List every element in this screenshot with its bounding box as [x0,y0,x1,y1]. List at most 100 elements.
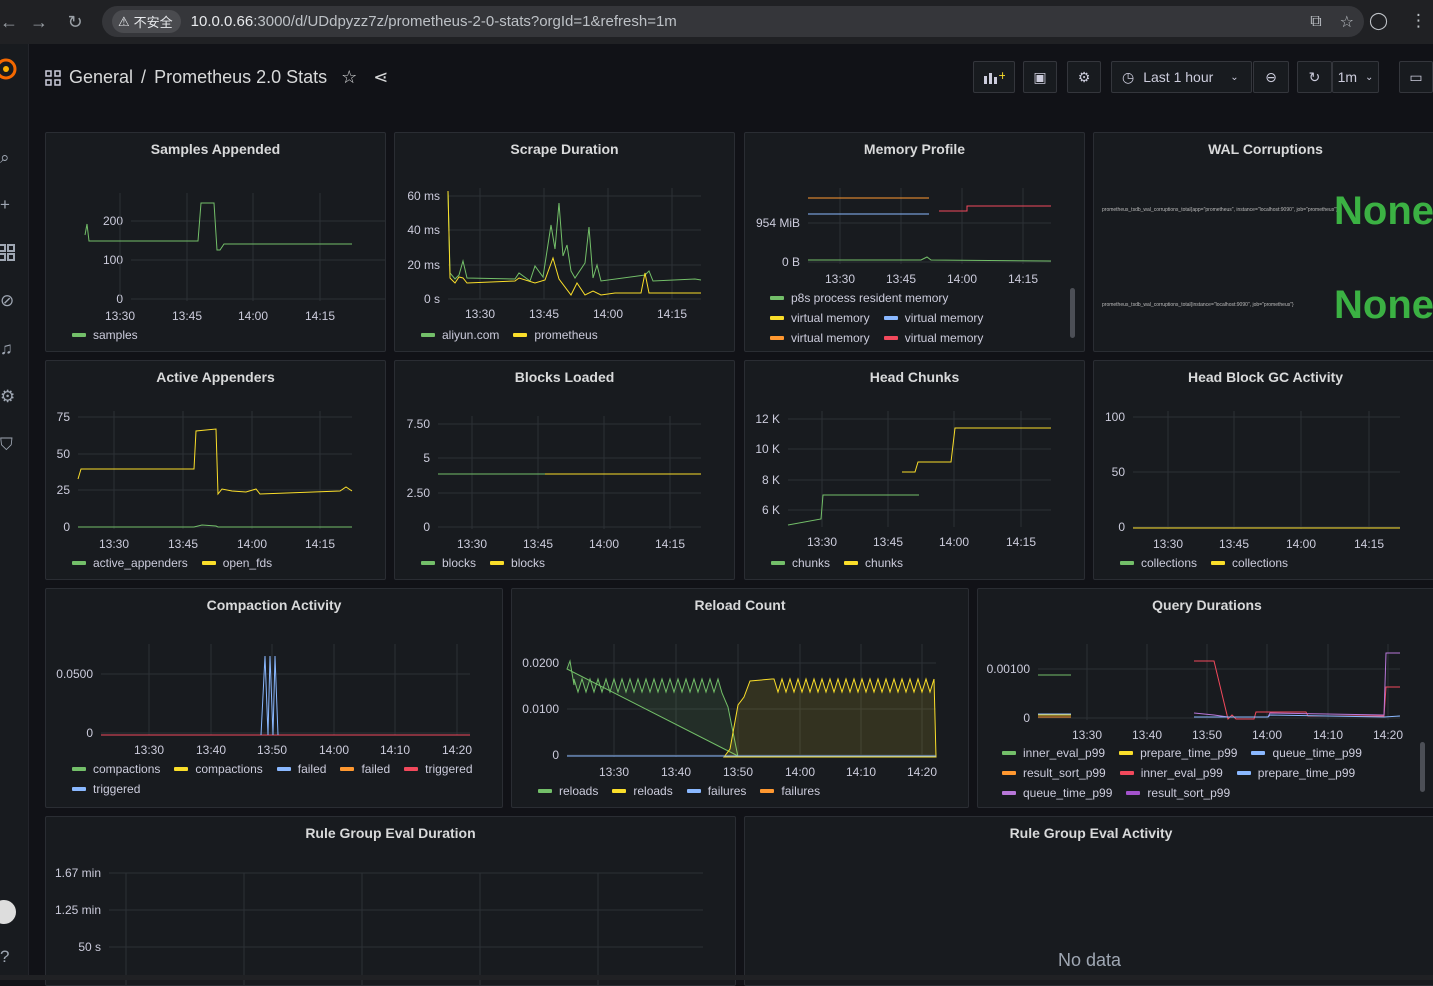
dashboards-icon[interactable] [0,244,16,262]
series-prepare-time-p99-2[interactable] [1194,714,1401,718]
dashboard-settings-button[interactable]: ⚙ [1067,61,1101,93]
series-reloads-green[interactable] [566,659,741,758]
stat-value[interactable]: None [1334,283,1433,327]
panel-wal-corruptions[interactable]: WAL Corruptions prometheus_tsdb_wal_corru… [1093,132,1433,352]
panel-chart[interactable]: 100 50 0 13:30 13:45 14:00 14:15 [1094,361,1433,580]
panel-title[interactable]: Head Chunks [869,369,960,385]
legend-item[interactable]: inner_eval_p99 [1119,766,1223,780]
panel-samples-appended[interactable]: Samples Appended200100013:3013:4514:0014… [45,132,386,352]
legend-item[interactable]: result_sort_p99 [1126,786,1230,800]
panel-chart[interactable]: 60 ms 40 ms 20 ms 0 s 13:30 13:45 14:00 14:15 [395,133,735,352]
panel-title[interactable]: WAL Corruptions [1208,141,1323,157]
legend-item[interactable]: compactions [174,762,263,776]
help-icon[interactable]: ? [0,947,10,966]
reload-icon[interactable]: ↻ [67,11,83,32]
series-aliyun[interactable] [447,190,702,282]
legend-item[interactable]: queue_time_p99 [1251,746,1362,760]
series-reloads-yellow[interactable] [723,677,937,758]
legend-scrollbar[interactable] [1420,742,1425,792]
refresh-button[interactable]: ↻ [1297,61,1332,93]
legend-item[interactable]: failures [760,784,820,798]
panel-title[interactable]: Head Block GC Activity [1187,369,1344,385]
alerting-bell-icon[interactable]: ♫ [0,339,13,358]
plus-icon[interactable]: + [0,195,10,214]
panel-scrape-duration[interactable]: Scrape Duration 60 ms 40 ms 20 ms 0 s 13:30 13… [394,132,735,352]
panel-title[interactable]: Query Durations [1152,597,1262,613]
panel-reload-count[interactable]: Reload Count 0.0200 0.0100 0 13:30 13:40 13:50… [511,588,969,808]
legend-item[interactable]: prometheus [513,328,598,342]
legend-item[interactable]: samples [72,328,138,342]
user-avatar[interactable] [0,900,16,924]
legend-item[interactable]: prepare_time_p99 [1236,766,1355,780]
panel-rule-group-eval-activity[interactable]: Rule Group Eval Activity No data [744,816,1433,986]
back-icon[interactable]: ← [0,11,18,32]
panel-chart[interactable]: 0.00100 0 13:30 13:40 13:50 14:00 14:10 14:20 [978,589,1433,808]
configuration-gear-icon[interactable]: ⚙ [0,387,16,406]
zoom-out-button[interactable]: ⊖ [1253,61,1289,93]
time-picker-button[interactable]: ◷ Last 1 hour ⌄ [1111,61,1252,93]
panel-query-durations[interactable]: Query Durations 0.00100 0 13:30 13:40 13:50 14… [977,588,1433,808]
panel-compaction-activity[interactable]: Compaction Activity 0.0500 0 13:30 13:40 13:5… [45,588,503,808]
insecure-badge[interactable]: ⚠ 不安全 [112,10,181,33]
legend-item[interactable]: collections [1211,556,1288,570]
star-icon[interactable]: ☆ [341,67,358,87]
legend-item[interactable]: failures [686,784,746,798]
panel-active-appenders[interactable]: Active Appenders 75 50 25 0 13:30 13:45 14:00 14… [45,360,386,580]
legend-item[interactable]: blocks [490,556,545,570]
bookmark-star-icon[interactable]: ☆ [1339,13,1354,31]
panel-chart[interactable]: 0.0500 0 13:30 13:40 13:50 14:00 14:10 14:20 [46,589,503,808]
search-icon[interactable]: ⌕ [0,148,10,167]
panel-title[interactable]: Scrape Duration [510,141,619,157]
series-resident-memory[interactable] [808,256,1052,262]
panel-head-block-gc[interactable]: Head Block GC Activity 100 50 0 13:30 13:45 14… [1093,360,1433,580]
panel-title[interactable]: Rule Group Eval Duration [305,825,476,841]
dashboard-title[interactable]: Prometheus 2.0 Stats [154,67,328,87]
panel-title[interactable]: Active Appenders [156,369,275,385]
legend-item[interactable]: virtual memory [883,311,983,325]
series-queue-time-p99-2[interactable] [1193,652,1400,718]
legend-item[interactable]: p8s process resident memory [770,291,948,305]
legend-item[interactable]: queue_time_p99 [1002,786,1112,800]
breadcrumb-folder[interactable]: General [69,67,134,87]
panel-blocks-loaded[interactable]: Blocks Loaded 7.50 5 2.50 0 13:30 13:45 14:00 14… [394,360,735,580]
url-text[interactable]: 10.0.0.66:3000/d/UDdpyzz7z/prometheus-2-… [191,13,677,30]
panel-title[interactable]: Compaction Activity [206,597,342,613]
add-panel-button[interactable]: + [973,61,1015,93]
explore-compass-icon[interactable]: ⊘ [0,291,15,310]
panel-title[interactable]: Memory Profile [863,141,966,157]
tv-mode-button[interactable]: ▭ [1399,61,1433,93]
panel-chart[interactable]: 75 50 25 0 13:30 13:45 14:00 14:15 [46,361,386,580]
legend-item[interactable]: blocks [421,556,476,570]
address-bar[interactable]: ⚠ 不安全 10.0.0.66:3000/d/UDdpyzz7z/prometh… [102,6,1364,37]
series-virtual-memory-red[interactable] [939,205,1051,212]
browser-menu-icon[interactable]: ⋮ [1410,11,1427,30]
legend-item[interactable]: virtual memory [770,331,870,345]
series-chunks-green[interactable] [787,494,919,526]
forward-icon[interactable]: → [30,11,48,32]
series-prometheus[interactable] [447,190,701,296]
panel-head-chunks[interactable]: Head Chunks 12 K 10 K 8 K 6 K 13:30 13:45 14:00… [744,360,1085,580]
legend-item[interactable]: triggered [404,762,473,776]
panel-rule-group-eval-duration[interactable]: Rule Group Eval Duration 1.67 min 1.25 min… [45,816,736,986]
legend-item[interactable]: failed [276,762,326,776]
refresh-interval-picker[interactable]: 1m ⌄ [1332,61,1379,93]
legend-item[interactable]: virtual memory [770,311,870,325]
series-chunks-yellow[interactable] [902,427,1051,473]
profile-icon[interactable]: ◯ [1368,11,1388,30]
panel-chart[interactable]: 12 K 10 K 8 K 6 K 13:30 13:45 14:00 14:15 [745,361,1085,580]
save-dashboard-button[interactable]: ▣ [1023,61,1057,93]
legend-item[interactable]: active_appenders [72,556,188,570]
shield-icon[interactable]: ⛉ [0,435,13,454]
legend-item[interactable]: compactions [72,762,160,776]
legend-item[interactable]: prepare_time_p99 [1119,746,1237,760]
panel-chart[interactable]: 954 MiB 0 B 13:30 13:45 14:00 14:15 [745,133,1085,352]
legend-item[interactable]: chunks [844,556,903,570]
panel-chart[interactable]: 0.0200 0.0100 0 13:30 13:40 13:50 14:00 14:10 14… [512,589,969,808]
legend-item[interactable]: collections [1120,556,1197,570]
panel-chart[interactable]: 1.67 min 1.25 min 50 s [46,817,736,986]
legend-item[interactable]: virtual memory [883,331,983,345]
legend-item[interactable]: open_fds [201,556,272,570]
panel-chart[interactable]: 7.50 5 2.50 0 13:30 13:45 14:00 14:15 [395,361,735,580]
panel-title[interactable]: Rule Group Eval Activity [1009,825,1173,841]
